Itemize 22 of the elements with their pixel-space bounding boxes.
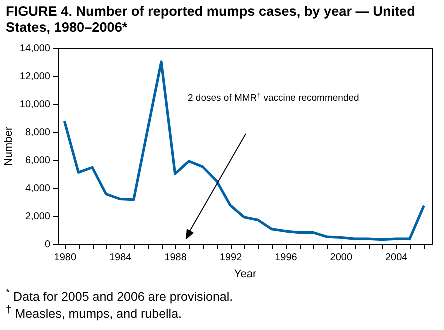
chart-title: FIGURE 4. Number of reported mumps cases, by year — United States, 1980–2006*: [6, 4, 416, 36]
y-tick-label: 10,000: [20, 100, 51, 110]
x-tick-label: 1988: [164, 252, 188, 264]
y-tick-label: 6,000: [25, 156, 51, 166]
x-tick-label: 2000: [330, 252, 353, 264]
y-tick-label: 14,000: [20, 44, 51, 54]
line-series: [64, 60, 426, 242]
x-tick-label: 1984: [109, 252, 132, 264]
x-tick-label: 2004: [385, 252, 408, 264]
y-tick-label: 4,000: [25, 184, 51, 194]
y-tick-label: 2,000: [25, 212, 51, 222]
x-tick-label: 1996: [275, 252, 298, 264]
y-tick-label: 0: [44, 240, 51, 250]
x-tick-label: 1992: [220, 252, 243, 264]
annotation: 2 doses of MMR$^{†}$ vaccine recommended: [188, 92, 360, 104]
text: $^{†}$ Measles, mumps, and rubella.: [6, 304, 184, 322]
y-tick-label: 12,000: [20, 72, 51, 82]
text: $^{*}$ Data for 2005 and 2006 are provisional.: [6, 287, 234, 304]
x-axis-title: Year: [234, 268, 257, 280]
x-tick-label: 1980: [54, 252, 77, 264]
y-axis-title: Number: [2, 126, 15, 166]
y-tick-label: 8,000: [25, 128, 51, 138]
